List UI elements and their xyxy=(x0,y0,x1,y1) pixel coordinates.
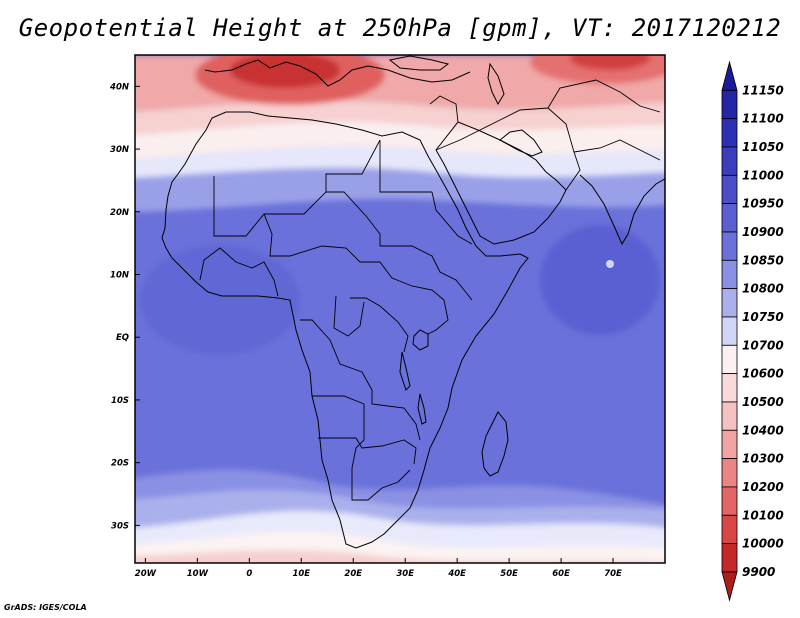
coastline-lake-victoria xyxy=(412,329,429,351)
coastline-europe-med xyxy=(204,59,471,87)
grads-credit: GrADS: IGES/COLA xyxy=(4,603,87,612)
coastline-africa xyxy=(161,111,529,549)
colorbar-label: 10800 xyxy=(742,282,784,296)
colorbar-swatch xyxy=(721,514,738,545)
colorbar-swatch xyxy=(721,231,738,261)
colorbar-label: 11000 xyxy=(742,168,784,182)
coastline-lake-malawi xyxy=(417,393,427,425)
colorbar-label: 10000 xyxy=(742,537,784,551)
x-tick-label: 40E xyxy=(447,569,466,579)
field-band-south-pink xyxy=(135,550,665,563)
coastline-lake-tanganyika xyxy=(399,351,411,391)
field-band-north-pink-2 xyxy=(135,100,665,135)
field-spot-indian-ocean xyxy=(606,260,614,268)
coastlines-and-borders xyxy=(161,55,665,549)
y-axis: 40N 30N 20N 10N EQ 10S 20S 30S xyxy=(109,82,140,531)
x-tick-label: 50E xyxy=(500,569,518,579)
colorbar-swatch xyxy=(721,89,738,120)
field-band-south-lighter xyxy=(135,489,665,528)
colorbar-swatch xyxy=(721,288,738,318)
field-min-west-africa xyxy=(140,245,300,355)
chart-title: Geopotential Height at 250hPa [gpm], VT:… xyxy=(18,14,782,42)
colorbar-swatch xyxy=(721,146,738,176)
y-tick-label: 20N xyxy=(110,208,129,218)
y-tick-label: 10S xyxy=(111,396,129,406)
colorbar-label: 11050 xyxy=(742,140,784,154)
colorbar-label: 10500 xyxy=(742,395,784,409)
field-max-central-asia-core xyxy=(570,55,650,70)
coastline-madagascar xyxy=(481,411,509,477)
x-tick-label: 20W xyxy=(135,569,157,579)
y-tick-label: 10N xyxy=(110,271,129,281)
colorbar-swatch xyxy=(721,401,738,431)
x-axis: 20W 10W 0 10E 20E 30E 40E 50E 60E 70E xyxy=(135,558,622,579)
field-band-north-ridge-white xyxy=(135,146,665,178)
field-min-indian-ocean xyxy=(540,225,660,335)
y-tick-label: 30N xyxy=(110,145,129,155)
colorbar-swatch xyxy=(721,118,738,148)
coastline-black-sea xyxy=(388,55,450,71)
colorbar: 11150 11100 11050 11000 10950 10900 10850 10800… xyxy=(721,60,784,602)
colorbar-label: 10300 xyxy=(742,452,784,466)
x-tick-label: 60E xyxy=(552,569,570,579)
colorbar-swatch xyxy=(721,344,738,375)
colorbar-swatch xyxy=(721,543,738,573)
border-lines-africa xyxy=(199,139,473,501)
field-band-north-ridge-blue xyxy=(135,167,665,212)
y-tick-label: EQ xyxy=(116,333,129,343)
coastline-india xyxy=(579,174,665,246)
x-tick-label: 10W xyxy=(187,569,209,579)
colorbar-swatch xyxy=(721,458,738,488)
colorbar-label: 10100 xyxy=(742,508,784,522)
colorbar-label: 10850 xyxy=(742,253,784,267)
x-tick-label: 0 xyxy=(246,569,252,579)
x-tick-label: 70E xyxy=(604,569,622,579)
y-tick-label: 20S xyxy=(111,459,129,469)
field-band-north-pink-1 xyxy=(135,121,665,160)
colorbar-swatch xyxy=(721,373,738,403)
colorbar-label: 10600 xyxy=(742,367,784,381)
colorbar-label: 10400 xyxy=(742,423,784,437)
colorbar-swatch xyxy=(721,174,738,205)
colorbar-label: 10950 xyxy=(742,197,784,211)
plot-frame xyxy=(134,54,666,564)
border-lines-middle-east xyxy=(429,79,661,191)
x-tick-label: 20E xyxy=(344,569,362,579)
colorbar-swatch xyxy=(721,316,738,346)
colorbar-label: 11100 xyxy=(742,112,784,126)
colorbar-swatch xyxy=(721,259,738,290)
y-tick-label: 30S xyxy=(111,521,129,531)
colorbar-label: 10200 xyxy=(742,480,784,494)
y-tick-label: 40N xyxy=(109,82,129,92)
field-max-mediterranean-core xyxy=(230,55,340,88)
colorbar-label: 11150 xyxy=(742,83,784,97)
colorbar-swatch xyxy=(721,486,738,516)
coastline-persian-gulf xyxy=(499,129,543,157)
colorbar-swatch xyxy=(721,203,738,233)
colorbar-swatch xyxy=(721,429,738,460)
geopotential-field xyxy=(135,55,665,563)
colorbar-bottom-arrow xyxy=(721,571,738,602)
colorbar-label: 10750 xyxy=(742,310,784,324)
x-tick-label: 30E xyxy=(396,569,414,579)
colorbar-label: 10700 xyxy=(742,338,784,352)
x-tick-label: 10E xyxy=(292,569,310,579)
colorbar-top-arrow xyxy=(721,60,738,91)
colorbar-label: 9900 xyxy=(742,565,775,579)
coastline-caspian xyxy=(487,62,505,106)
colorbar-label: 10900 xyxy=(742,225,784,239)
